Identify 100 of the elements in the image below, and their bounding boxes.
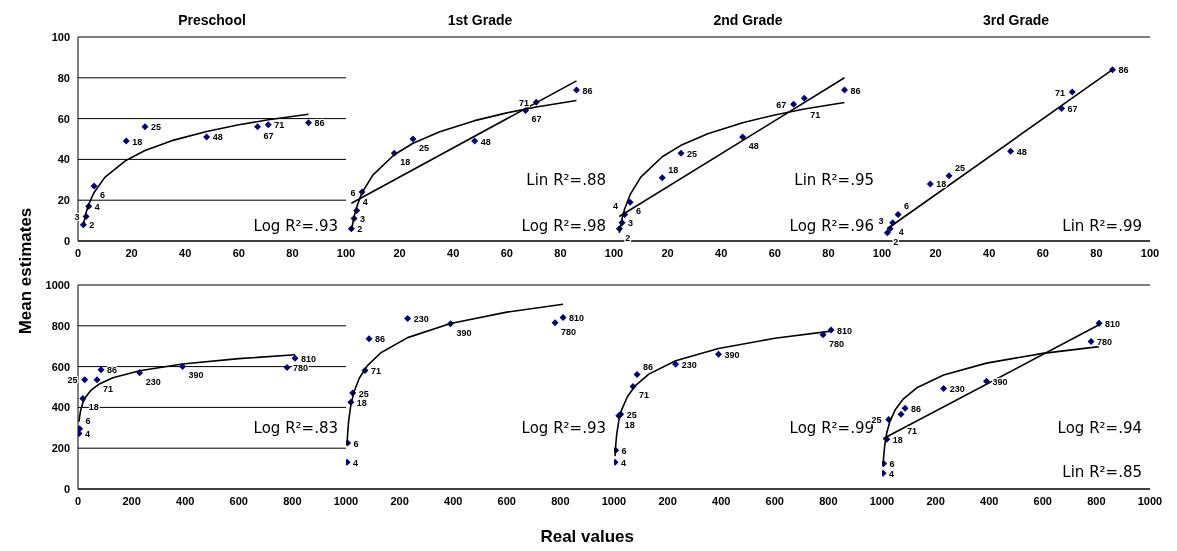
annotation: Log R²=.98 [521,217,606,235]
annotation: 390 [456,327,472,338]
annotation: 4 [362,197,368,208]
annotation: 780 [829,338,845,349]
annotation: 3 [878,215,884,226]
annotation: 86 [314,118,325,129]
annotation: 25 [955,162,966,173]
annotation: 6 [636,206,642,217]
annotation: 4 [898,226,904,237]
x-tick-label: 60 [232,246,245,259]
annotation: 86 [911,403,922,414]
annotation: 6 [85,415,91,426]
annotation: 18 [892,434,903,445]
annotation: 3 [628,218,634,229]
x-tick-label: 200 [926,494,945,507]
y-tick-label: 20 [57,194,70,207]
x-tick-label: 100 [1140,246,1160,259]
annotation: 67 [1067,103,1078,114]
annotation: 86 [1118,65,1129,76]
x-tick-label: 60 [768,246,781,259]
x-tick-label: 100 [604,246,624,259]
annotation: Log R²=.99 [789,419,874,437]
x-tick-label: 600 [229,494,248,507]
annotation: 71 [519,97,530,108]
annotation: 71 [1055,87,1066,98]
annotation: 4 [889,468,895,479]
x-tick-label: 0 [74,494,82,507]
x-tick-label: 20 [661,246,674,259]
x-tick-label: 800 [283,494,302,507]
chart-title: 1st Grade [446,12,514,28]
annotation: 67 [531,114,542,125]
annotation: 4 [94,201,100,212]
annotation: 71 [639,390,650,401]
x-tick-label: 800 [819,494,838,507]
x-tick-label: 1000 [1137,494,1163,507]
annotation: 71 [810,110,821,121]
annotation: 67 [776,99,787,110]
y-tick-label: 80 [57,71,70,84]
x-tick-label: 80 [822,246,835,259]
annotation: 18 [936,179,947,190]
x-tick-label: 200 [658,494,677,507]
annotation: 390 [724,349,740,360]
x-tick-label: 40 [983,246,996,259]
annotation: 86 [643,361,654,372]
annotation: Lin R²=.99 [1062,217,1142,235]
y-tick-label: 100 [51,30,70,43]
x-tick-label: 60 [500,246,513,259]
annotation: 4 [85,429,91,440]
annotation: 6 [904,201,910,212]
x-tick-label: 20 [125,246,138,259]
annotation: 6 [350,187,356,198]
annotation: 2 [357,224,363,235]
annotation: 18 [356,397,367,408]
annotation: 230 [949,383,965,394]
annotation: 6 [100,189,106,200]
annotation: 25 [687,148,698,159]
x-tick-label: 1000 [869,494,895,507]
annotation: 25 [871,414,882,425]
annotation: 48 [212,132,223,143]
x-tick-label: 100 [336,246,356,259]
y-tick-label: 1000 [45,278,70,291]
x-tick-label: 20 [393,246,406,259]
annotation: 71 [274,120,285,131]
annotation: 6 [353,438,359,449]
x-tick-label: 600 [765,494,784,507]
y-tick-label: 800 [51,319,70,332]
annotation: 86 [582,85,593,96]
annotation: 3 [74,212,80,223]
annotation: 25 [358,388,369,399]
annotation: 4 [621,457,627,468]
x-tick-label: 600 [1033,494,1052,507]
y-tick-label: 0 [63,234,70,247]
x-tick-label: 400 [444,494,463,507]
annotation: 6 [621,445,627,456]
x-tick-label: 40 [715,246,728,259]
x-tick-label: 400 [980,494,999,507]
x-tick-label: 600 [497,494,516,507]
x-tick-label: 100 [872,246,892,259]
annotation: Lin R²=.88 [526,171,606,189]
annotation: 25 [419,143,430,153]
y-tick-label: 60 [57,112,70,125]
annotation: 4 [353,457,359,468]
annotation: 71 [371,365,382,376]
y-tick-label: 0 [63,482,70,495]
annotation: 2 [625,232,631,243]
x-tick-label: 200 [390,494,409,507]
annotation: Log R²=.93 [253,217,338,235]
y-axis-title: Mean estimates [16,206,36,337]
x-tick-label: 80 [1090,246,1103,259]
x-tick-label: 0 [74,246,82,259]
annotation: Log R²=.83 [253,419,338,437]
y-tick-label: 400 [51,401,70,414]
annotation: 86 [850,85,861,96]
annotation: 25 [151,122,162,133]
annotation: 230 [145,376,161,387]
x-axis-title: Real values [539,527,635,547]
x-tick-label: 1000 [601,494,627,507]
annotation: Lin R²=.95 [794,171,874,189]
y-tick-label: 600 [51,360,70,373]
annotation: Log R²=.96 [789,217,874,235]
